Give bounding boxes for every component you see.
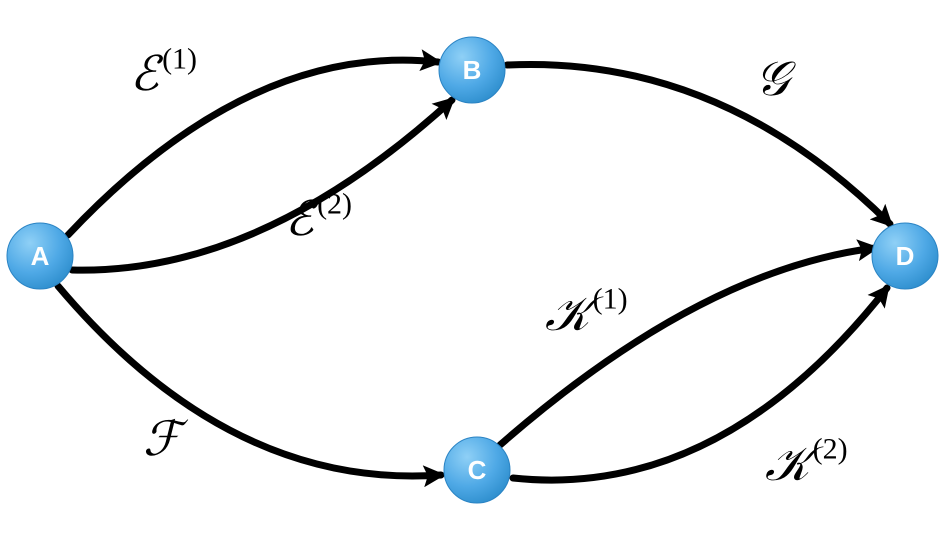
edge-label-sup-K1: (1) xyxy=(593,282,628,315)
edge-label-letter-G: 𝒢 xyxy=(755,53,796,106)
diagram-canvas: ABCDℰ(1)ℰ(2)ℱ𝒢𝒦(1)𝒦(2) xyxy=(0,0,950,537)
node-label-D: D xyxy=(896,241,915,271)
edges-group xyxy=(58,60,890,480)
node-label-C: C xyxy=(468,455,487,485)
node-D: D xyxy=(872,223,938,289)
edge-label-K1: 𝒦(1) xyxy=(545,282,628,341)
edge-label-E2: ℰ(2) xyxy=(285,187,352,246)
node-label-B: B xyxy=(463,55,482,85)
edge-label-G: 𝒢 xyxy=(755,53,796,106)
edge-label-K2: 𝒦(2) xyxy=(765,432,848,491)
edge-label-letter-E1: ℰ xyxy=(130,48,164,101)
edge-label-letter-F: ℱ xyxy=(143,413,189,466)
edge-label-F: ℱ xyxy=(143,413,189,466)
edge-label-sup-E2: (2) xyxy=(317,187,352,220)
edge-label-E1: ℰ(1) xyxy=(130,42,197,101)
node-B: B xyxy=(439,37,505,103)
edge-E2 xyxy=(72,100,452,270)
edge-K1 xyxy=(500,248,875,445)
node-C: C xyxy=(444,437,510,503)
edge-label-sup-K2: (2) xyxy=(813,432,848,465)
edge-label-sup-E1: (1) xyxy=(162,42,197,75)
node-A: A xyxy=(7,223,73,289)
edge-E1 xyxy=(68,60,438,235)
edge-label-letter-E2: ℰ xyxy=(285,193,319,246)
node-label-A: A xyxy=(31,241,50,271)
edge-G xyxy=(507,64,890,224)
edge-F xyxy=(58,286,441,476)
